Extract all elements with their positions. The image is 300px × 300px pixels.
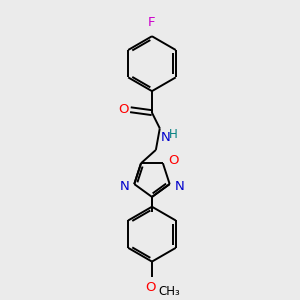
Text: O: O — [118, 103, 129, 116]
Text: N: N — [161, 131, 170, 144]
Text: F: F — [148, 16, 156, 29]
Text: H: H — [169, 128, 177, 141]
Text: O: O — [146, 281, 156, 294]
Text: O: O — [168, 154, 178, 167]
Text: N: N — [120, 179, 129, 193]
Text: N: N — [175, 179, 184, 193]
Text: CH₃: CH₃ — [159, 285, 181, 298]
